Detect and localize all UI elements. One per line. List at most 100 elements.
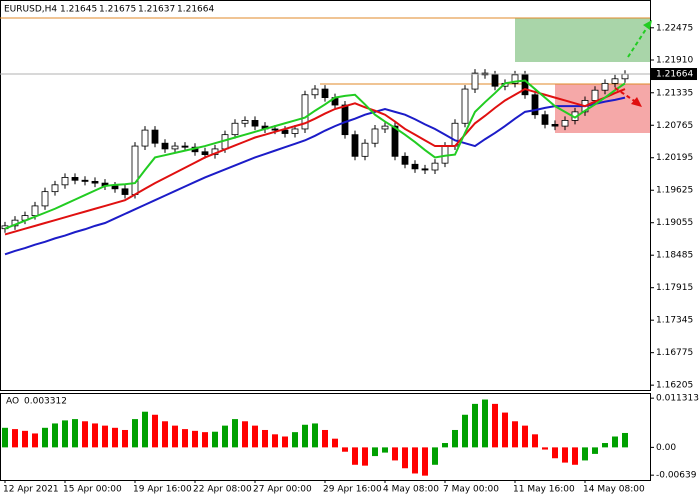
ao-bar bbox=[502, 412, 508, 448]
candle-body bbox=[411, 163, 419, 170]
plot bbox=[1, 69, 629, 476]
ao-bar bbox=[152, 414, 158, 448]
ao-bar bbox=[242, 421, 248, 448]
candle-body bbox=[151, 129, 159, 144]
ao-bar bbox=[2, 427, 8, 448]
ao-bar bbox=[142, 411, 148, 448]
ao-bar bbox=[482, 399, 488, 448]
candle-body bbox=[591, 89, 599, 101]
ao-bar bbox=[132, 419, 138, 448]
y-tick-label: 1.16205 bbox=[656, 381, 693, 391]
ao-bar bbox=[122, 429, 128, 448]
candle-body bbox=[201, 151, 209, 156]
target-zone-up bbox=[515, 18, 650, 62]
ao-bar bbox=[162, 421, 168, 448]
ao-bar bbox=[422, 447, 428, 476]
y-tick-label: 1.17345 bbox=[656, 316, 693, 326]
x-tick-label: 15 Apr 00:00 bbox=[63, 485, 122, 495]
target-zone-down bbox=[555, 84, 650, 133]
y-tick-label: 0.011313 bbox=[656, 394, 699, 404]
y-tick-label: 1.18485 bbox=[656, 251, 693, 261]
ao-bar bbox=[562, 447, 568, 463]
x-tick-label: 14 May 08:00 bbox=[583, 485, 645, 495]
ao-bar bbox=[452, 429, 458, 448]
ao-bar bbox=[72, 419, 78, 448]
ao-bar bbox=[252, 425, 258, 448]
ao-bar bbox=[262, 429, 268, 448]
candle-body bbox=[291, 128, 299, 134]
x-tick-label: 4 May 08:00 bbox=[383, 485, 439, 495]
ao-bar bbox=[92, 423, 98, 448]
y-tick-label: 0.00 bbox=[656, 443, 676, 453]
candle-body bbox=[541, 114, 549, 125]
candle-body bbox=[611, 78, 619, 84]
ao-bar bbox=[552, 447, 558, 459]
ao-bar bbox=[292, 432, 298, 448]
ao-bar bbox=[612, 436, 618, 448]
candle-body bbox=[121, 188, 129, 195]
candle-body bbox=[161, 142, 169, 150]
x-tick-label: 22 Apr 08:00 bbox=[193, 485, 252, 495]
candle-body bbox=[131, 145, 139, 195]
candle-body bbox=[471, 72, 479, 90]
ao-bar bbox=[32, 433, 38, 448]
ao-bar bbox=[52, 423, 58, 448]
moving-average bbox=[4, 79, 626, 230]
ao-bar bbox=[202, 432, 208, 448]
candle-body bbox=[391, 125, 399, 157]
candle-body bbox=[91, 180, 99, 184]
arrow-up-head bbox=[643, 20, 652, 30]
x-tick-label: 11 May 16:00 bbox=[513, 485, 575, 495]
ao-title: AO bbox=[6, 397, 19, 407]
candle-body bbox=[241, 120, 249, 124]
ao-bar bbox=[602, 443, 608, 448]
ao-bar bbox=[232, 419, 238, 448]
candle-body bbox=[81, 179, 89, 182]
arrow-down-head bbox=[631, 97, 642, 107]
ao-bar bbox=[222, 425, 228, 448]
candle-body bbox=[141, 129, 149, 147]
ao-bar bbox=[212, 431, 218, 448]
y-tick-label: 1.19625 bbox=[656, 186, 693, 196]
candle-body bbox=[401, 155, 409, 165]
y-tick-label: 1.16775 bbox=[656, 348, 693, 358]
candle-body bbox=[71, 177, 79, 181]
ao-bar bbox=[572, 447, 578, 465]
y-tick-label: 1.17915 bbox=[656, 283, 693, 293]
ao-bar bbox=[402, 447, 408, 469]
moving-average bbox=[4, 87, 626, 236]
ao-bar bbox=[582, 447, 588, 461]
candle-body bbox=[61, 177, 69, 186]
header-symbol: EURUSD,H4 bbox=[4, 5, 57, 15]
ao-bar bbox=[492, 403, 498, 448]
header-high: 1.21675 bbox=[99, 5, 136, 15]
y-tick-label: 1.21910 bbox=[656, 55, 693, 65]
ao-bar bbox=[362, 447, 368, 466]
candle-body bbox=[421, 168, 429, 171]
candle-body bbox=[381, 125, 389, 130]
ao-bar bbox=[432, 447, 438, 465]
current-price-box bbox=[651, 68, 697, 81]
ao-bar bbox=[522, 425, 528, 448]
ao-bar bbox=[352, 447, 358, 465]
ao-bar bbox=[192, 430, 198, 448]
ao-bar bbox=[382, 447, 388, 453]
moving-average bbox=[4, 96, 626, 256]
header-low: 1.21637 bbox=[138, 5, 175, 15]
header-open: 1.21645 bbox=[60, 5, 97, 15]
candle-body bbox=[251, 120, 259, 127]
candle-body bbox=[431, 162, 439, 171]
ao-bar bbox=[272, 434, 278, 448]
candle-body bbox=[111, 185, 119, 190]
candle-body bbox=[531, 94, 539, 116]
ao-bar bbox=[302, 424, 308, 448]
ao-bar bbox=[512, 421, 518, 448]
arrow-up bbox=[627, 25, 649, 58]
ao-bar bbox=[82, 421, 88, 448]
x-tick-label: 19 Apr 16:00 bbox=[133, 485, 192, 495]
candle-body bbox=[301, 94, 309, 130]
x-tick-label: 29 Apr 16:00 bbox=[323, 485, 382, 495]
candle-body bbox=[271, 128, 279, 131]
ao-bar bbox=[592, 447, 598, 454]
